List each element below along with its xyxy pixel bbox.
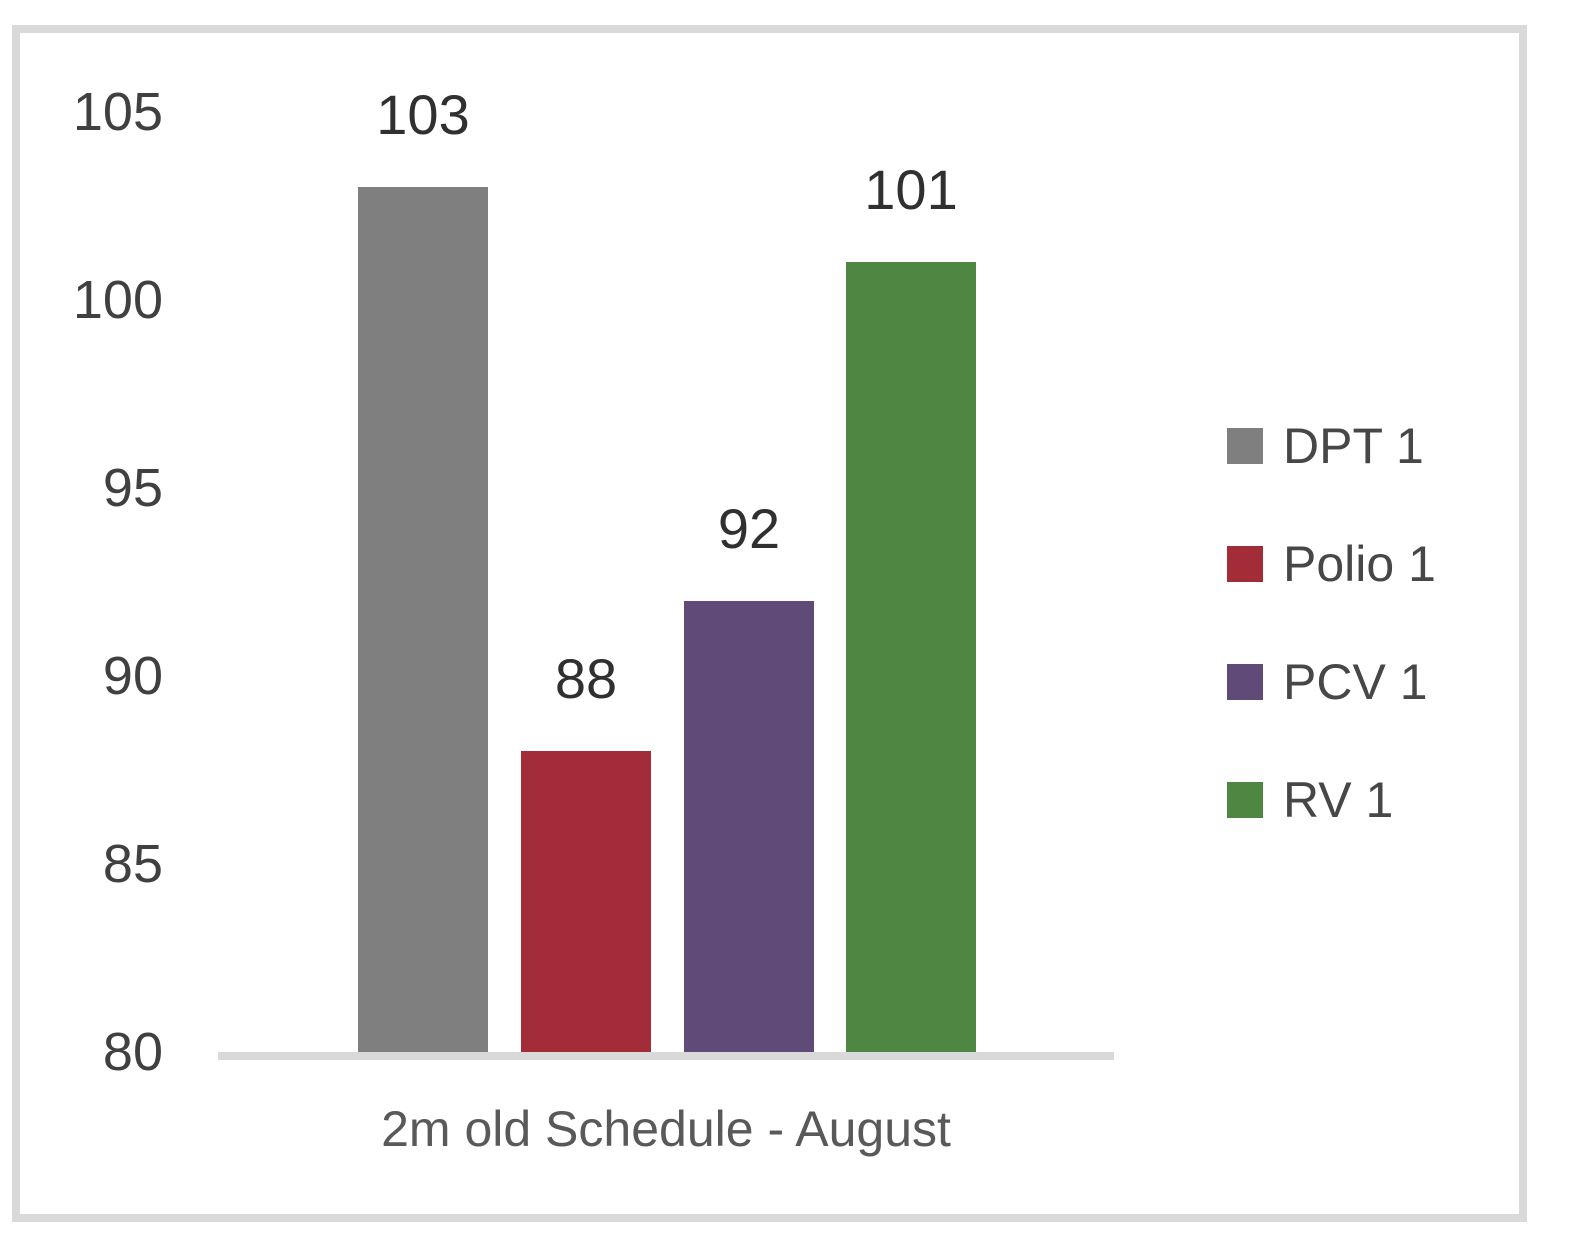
legend-item-polio-1: Polio 1 [1227, 534, 1436, 594]
bar-dpt-1 [358, 187, 488, 1052]
bar-polio-1 [521, 751, 651, 1052]
bar-value-label-dpt-1: 103 [376, 83, 470, 147]
y-axis-tick-label: 80 [102, 1022, 163, 1082]
bar-value-label-pcv-1: 92 [717, 496, 781, 560]
chart-border-frame [12, 25, 1527, 1222]
y-axis-tick-label: 90 [102, 646, 163, 706]
y-axis-tick-label: 105 [72, 82, 163, 142]
legend-item-label: Polio 1 [1283, 536, 1436, 592]
y-axis-tick-label: 85 [102, 834, 163, 894]
legend-color-swatch [1227, 546, 1263, 582]
legend-item-pcv-1: PCV 1 [1227, 652, 1436, 712]
x-axis-line [218, 1052, 1114, 1060]
legend-color-swatch [1227, 428, 1263, 464]
legend-item-label: DPT 1 [1283, 418, 1424, 474]
y-axis-tick-label: 100 [72, 270, 163, 330]
legend-item-label: RV 1 [1283, 772, 1394, 828]
legend: DPT 1 Polio 1 PCV 1 RV 1 [1227, 416, 1436, 830]
bar-pcv-1 [684, 600, 814, 1052]
bar-value-label-rv-1: 101 [864, 158, 958, 222]
y-axis-tick-label: 95 [102, 458, 163, 518]
legend-item-label: PCV 1 [1283, 654, 1428, 710]
legend-item-dpt-1: DPT 1 [1227, 416, 1436, 476]
legend-item-rv-1: RV 1 [1227, 770, 1436, 830]
legend-color-swatch [1227, 782, 1263, 818]
bar-value-label-polio-1: 88 [554, 647, 618, 711]
bar-rv-1 [846, 262, 976, 1052]
x-axis-title: 2m old Schedule - August [381, 1101, 951, 1157]
legend-color-swatch [1227, 664, 1263, 700]
